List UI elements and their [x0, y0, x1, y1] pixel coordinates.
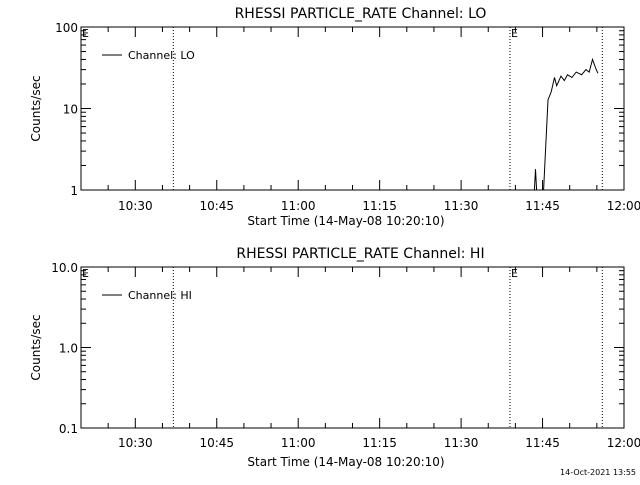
- x-tick-label: 10:45: [199, 199, 234, 213]
- x-tick-label: 11:00: [281, 199, 316, 213]
- x-tick-label: 12:00: [607, 436, 640, 450]
- event-marker-label: E: [511, 267, 518, 280]
- chart-title: RHESSI PARTICLE_RATE Channel: HI: [236, 246, 484, 262]
- x-tick-label: 11:30: [444, 436, 479, 450]
- x-tick-label: 11:45: [525, 436, 560, 450]
- y-tick-label: 1: [70, 184, 78, 198]
- x-axis-label: Start Time (14-May-08 10:20:10): [247, 214, 444, 228]
- panel-hi-channel: RHESSI PARTICLE_RATE Channel: HI 0.1 1.0 10…: [29, 246, 640, 469]
- series-line: [543, 57, 599, 191]
- x-tick-label: 11:00: [281, 436, 316, 450]
- y-axis-label: Counts/sec: [29, 75, 43, 141]
- legend-label: Channel: LO: [128, 49, 195, 62]
- corner-mark-label: E: [82, 267, 89, 280]
- x-tick-label: 12:00: [607, 199, 640, 213]
- y-tick-label: 0.1: [59, 422, 78, 436]
- x-tick-label: 11:15: [362, 199, 397, 213]
- event-marker-label: E: [511, 27, 518, 40]
- panel-lo-channel: RHESSI PARTICLE_RATE Channel: LO 1 10 100 Co…: [29, 6, 640, 228]
- y-tick-label: 1.0: [59, 342, 78, 356]
- y-axis-label: Counts/sec: [29, 314, 43, 380]
- series-line: [533, 169, 538, 191]
- x-tick-label: 11:15: [362, 436, 397, 450]
- chart-title: RHESSI PARTICLE_RATE Channel: LO: [235, 6, 487, 22]
- y-tick-label: 10: [63, 103, 78, 117]
- x-tick-label: 11:45: [525, 199, 560, 213]
- footer-timestamp: 14-Oct-2021 13:55: [560, 468, 636, 477]
- x-tick-label: 10:30: [118, 436, 153, 450]
- y-tick-label: 10.0: [51, 261, 78, 275]
- legend-label: Channel: HI: [128, 289, 192, 302]
- x-tick-label: 11:30: [444, 199, 479, 213]
- corner-mark-label: E: [82, 27, 89, 40]
- x-tick-label: 10:30: [118, 199, 153, 213]
- x-tick-label: 10:45: [199, 436, 234, 450]
- y-tick-label: 100: [55, 21, 78, 35]
- x-axis-label: Start Time (14-May-08 10:20:10): [247, 455, 444, 469]
